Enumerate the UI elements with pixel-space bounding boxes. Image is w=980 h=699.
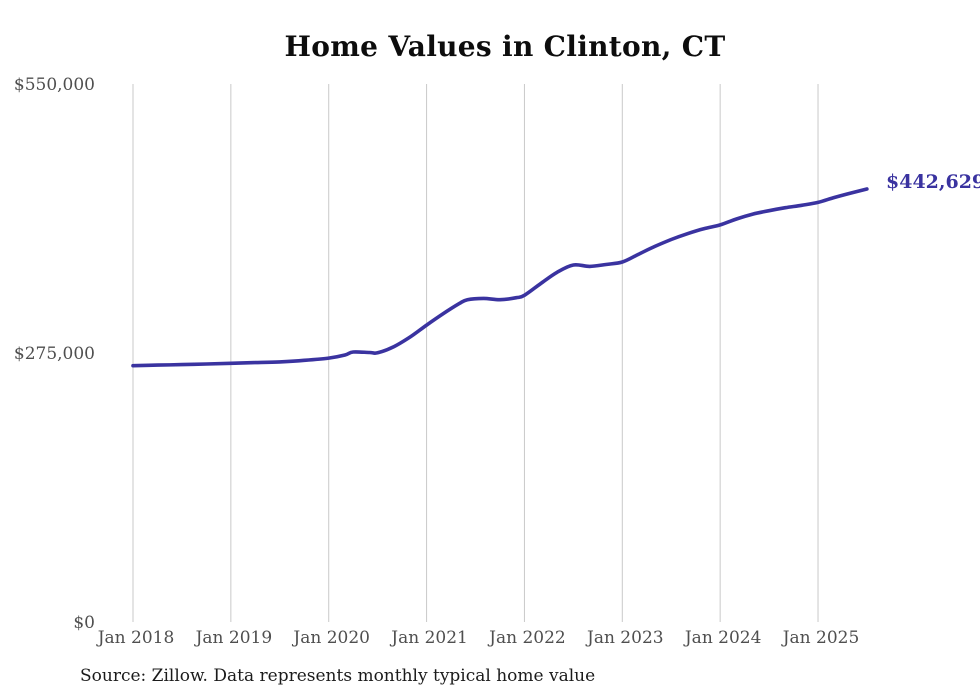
x-tick-label: Jan 2023 [587,628,664,648]
home-value-line [131,187,869,368]
gridlines [132,84,819,622]
y-tick-label: $0 [73,613,95,633]
x-tick-label: Jan 2018 [97,628,175,648]
source-note: Source: Zillow. Data represents monthly … [80,666,596,686]
y-tick-label: $275,000 [13,344,95,364]
x-tick-label: Jan 2020 [293,628,371,648]
latest-value-label: $442,629 [886,171,980,193]
y-tick-label: $550,000 [13,75,95,95]
x-tick-label: Jan 2019 [195,628,273,648]
x-tick-label: Jan 2025 [782,628,860,648]
x-tick-label: Jan 2024 [684,628,762,648]
chart-title: Home Values in Clinton, CT [284,30,726,63]
x-tick-label: Jan 2021 [391,628,468,648]
x-tick-label: Jan 2022 [489,628,566,648]
